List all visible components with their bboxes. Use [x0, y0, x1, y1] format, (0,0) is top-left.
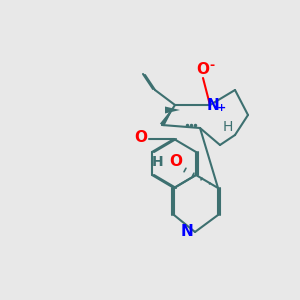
Text: H: H — [223, 120, 233, 134]
Text: H: H — [152, 155, 164, 169]
Text: O: O — [169, 154, 182, 169]
Polygon shape — [165, 106, 180, 113]
Text: -: - — [209, 59, 214, 73]
Text: N: N — [181, 224, 194, 239]
Text: +: + — [218, 103, 226, 113]
Polygon shape — [160, 105, 175, 126]
Text: O: O — [134, 130, 148, 146]
Text: O: O — [196, 62, 209, 77]
Text: N: N — [207, 98, 219, 112]
